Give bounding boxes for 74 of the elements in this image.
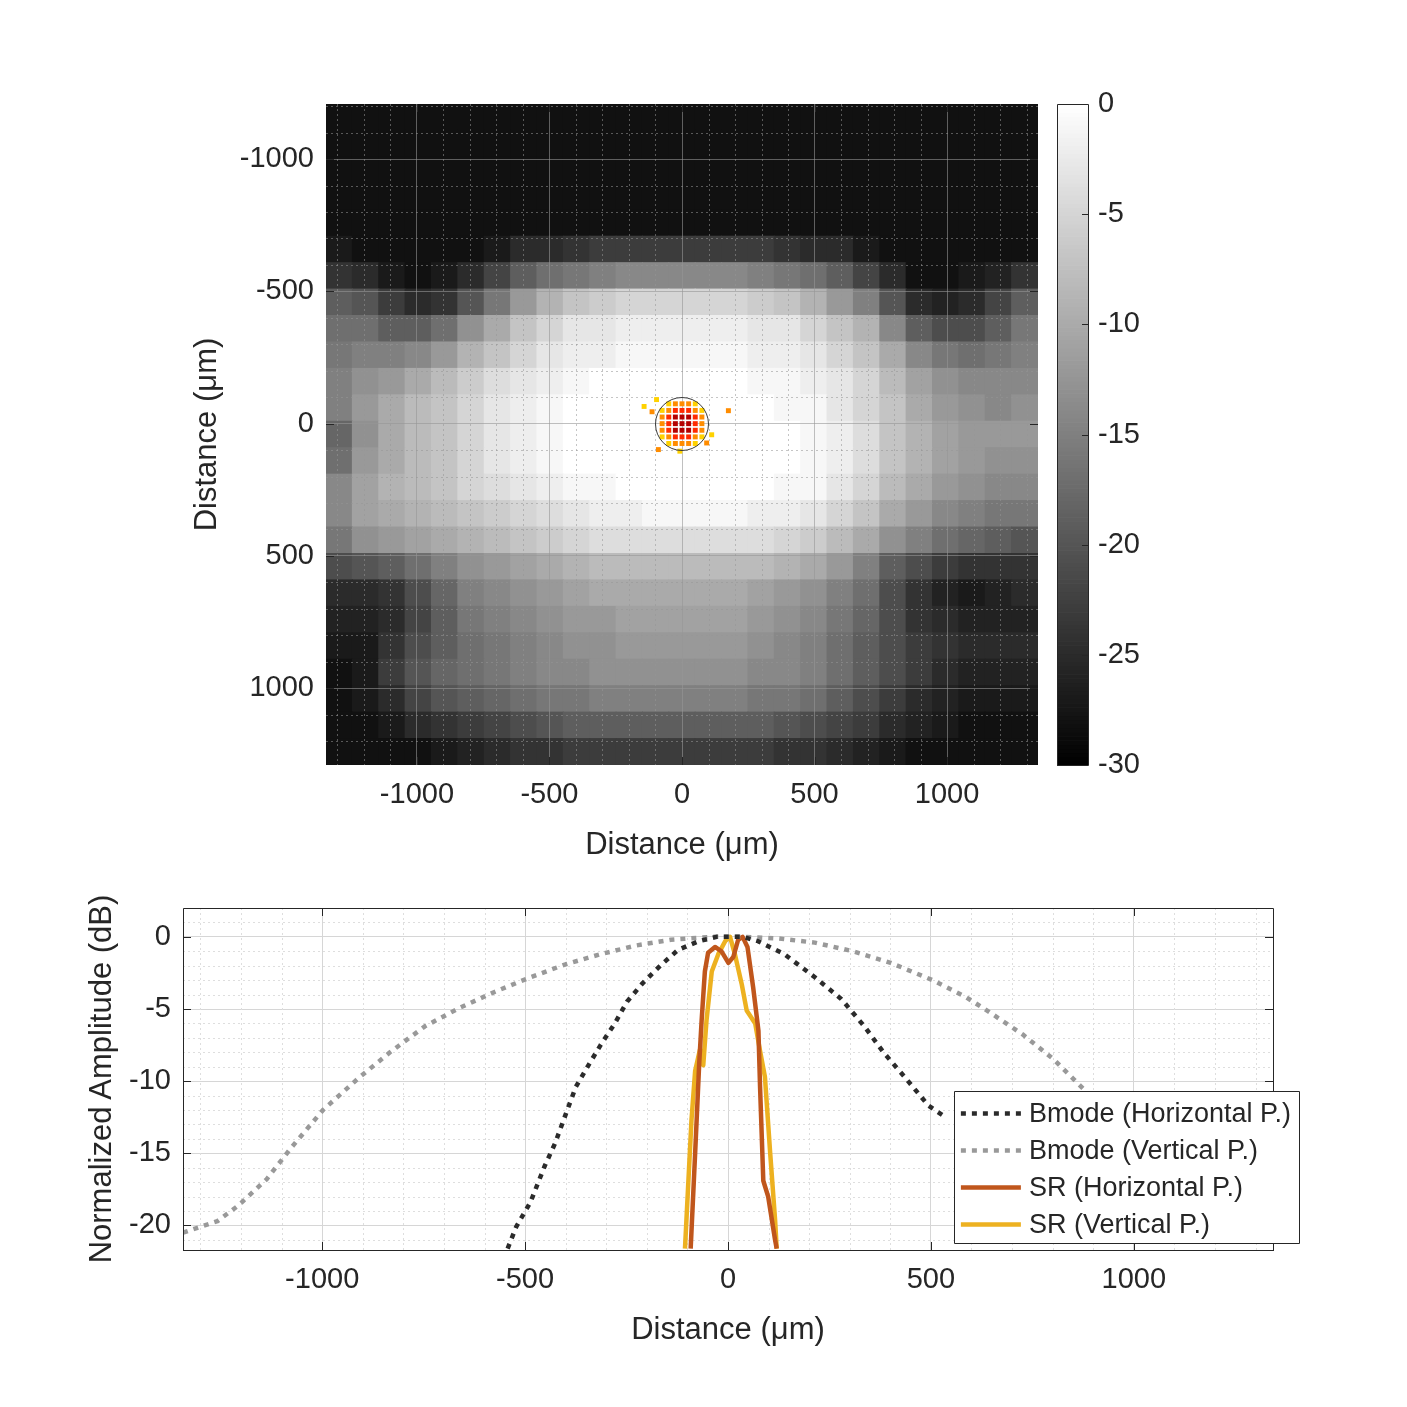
point (686, 401, 692, 407)
x-tick-label: -500 (496, 1262, 555, 1295)
x-tick-label: -1000 (379, 777, 455, 810)
legend-label: Bmode (Vertical P.) (1028, 1134, 1258, 1165)
y-tick-label: -5 (145, 991, 171, 1024)
point (709, 432, 715, 438)
point (659, 434, 665, 440)
point (655, 447, 661, 453)
point (666, 414, 672, 420)
point (692, 421, 698, 427)
color-bar-label: 0 (1098, 86, 1115, 118)
y-tick-label: -20 (129, 1207, 171, 1240)
point (666, 427, 672, 433)
x-tick-label: -1000 (285, 1262, 360, 1295)
color-bar-label: -25 (1098, 636, 1140, 669)
point (666, 434, 672, 440)
y-axis-title: Distance (μm) (188, 337, 224, 532)
legend-label: Bmode (Horizontal P.) (1028, 1097, 1292, 1128)
x-tick-label: 0 (673, 777, 691, 810)
point (686, 414, 692, 420)
point (672, 427, 678, 433)
point (672, 434, 678, 440)
point (672, 407, 678, 413)
y-tick-label: -15 (129, 1135, 171, 1168)
point (699, 421, 705, 427)
point (692, 407, 698, 413)
point (672, 414, 678, 420)
x-tick-label: 500 (790, 777, 839, 810)
color-bar-label: -30 (1098, 747, 1140, 779)
point (725, 408, 731, 414)
point (686, 441, 692, 446)
point (704, 440, 710, 446)
point (666, 421, 672, 427)
point (692, 427, 698, 433)
point (699, 434, 705, 440)
point (641, 403, 647, 409)
point (659, 414, 665, 420)
point (699, 414, 705, 420)
x-tick-label: 0 (719, 1262, 737, 1295)
point (672, 421, 678, 427)
x-tick-label: -500 (520, 777, 579, 810)
point (699, 427, 705, 433)
color-bar-label: -5 (1098, 196, 1124, 229)
y-tick-label: 500 (265, 537, 314, 570)
legend-label: SR (Horizontal P.) (1028, 1171, 1243, 1202)
x-axis-title: Distance (μm) (631, 1310, 825, 1346)
color-bar-label: -15 (1098, 416, 1140, 449)
point (692, 414, 698, 420)
y-tick-label: 1000 (249, 670, 314, 703)
y-tick-label: -10 (129, 1063, 171, 1096)
point (672, 441, 678, 446)
x-axis-title: Distance (μm) (585, 825, 779, 861)
y-tick-label: 0 (297, 405, 314, 438)
y-tick-label: 0 (154, 918, 171, 951)
point (692, 434, 698, 440)
color-bar-label: -20 (1098, 526, 1140, 559)
point (659, 427, 665, 433)
legend-label: SR (Vertical P.) (1028, 1208, 1210, 1239)
x-tick-label: 1000 (914, 777, 980, 810)
point (686, 434, 692, 440)
point (659, 421, 665, 427)
point (649, 409, 655, 415)
color-bar-label: -10 (1098, 306, 1140, 339)
point (686, 407, 692, 413)
point (686, 427, 692, 433)
y-axis-title: Normalized Amplitude (dB) (83, 894, 119, 1264)
y-tick-label: -500 (255, 273, 314, 306)
x-tick-label: 500 (906, 1262, 956, 1295)
point (686, 421, 692, 427)
point (672, 401, 678, 407)
y-tick-label: -1000 (239, 141, 314, 174)
point (654, 397, 660, 403)
x-tick-label: 1000 (1101, 1262, 1167, 1295)
point (666, 407, 672, 413)
